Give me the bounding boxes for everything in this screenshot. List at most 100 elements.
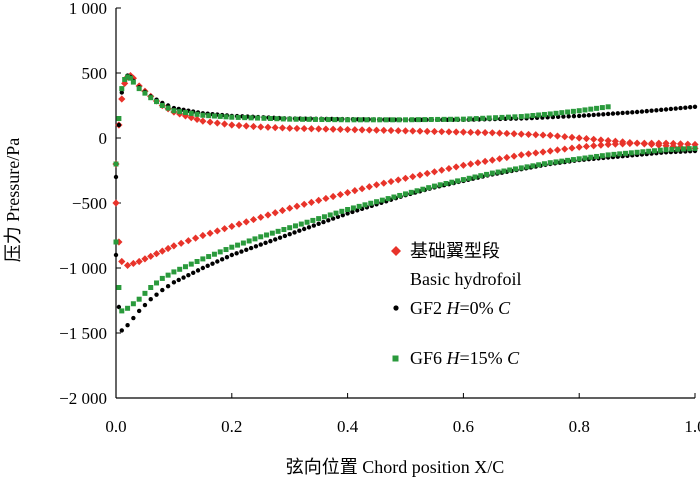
基础翼型段-upper-point xyxy=(561,133,569,141)
GF2-lower-point xyxy=(205,263,210,269)
GF2-upper-point xyxy=(639,109,645,114)
基础翼型段-upper-point xyxy=(358,126,366,134)
GF6-upper-point xyxy=(351,117,357,123)
基础翼型段-upper-point xyxy=(539,131,547,139)
GF2-upper-point xyxy=(581,113,587,118)
基础翼型段-lower-point xyxy=(495,155,504,163)
基础翼型段-lower-point xyxy=(286,204,294,212)
GF6-lower-point xyxy=(116,285,122,290)
GF6-upper-point xyxy=(582,107,588,113)
基础翼型段-lower-point xyxy=(192,234,200,242)
GF6-lower-point xyxy=(651,148,657,154)
基础翼型段-lower-point xyxy=(315,196,323,204)
GF6-lower-point xyxy=(657,147,663,153)
y-tick-label: 0 xyxy=(99,129,108,148)
GF6-upper-point xyxy=(280,116,286,122)
基础翼型段-lower-point xyxy=(474,159,482,167)
GF6-upper-point xyxy=(267,116,273,121)
基础翼型段-upper-point xyxy=(278,124,287,132)
GF6-lower-point xyxy=(431,183,437,189)
基础翼型段-lower-point xyxy=(409,173,417,181)
GF6-lower-point xyxy=(182,264,188,270)
GF6-lower-point xyxy=(472,174,478,180)
基础翼型段-lower-point xyxy=(228,222,236,230)
GF2-lower-point xyxy=(160,287,165,293)
GF6-upper-point xyxy=(448,116,454,122)
GF2-lower-point xyxy=(171,280,177,285)
GF6-upper-point xyxy=(415,117,421,123)
基础翼型段-lower-point xyxy=(235,220,243,228)
GF6-lower-point xyxy=(628,150,634,156)
legend-gf6-name: GF6 xyxy=(410,348,442,368)
GF2-lower-point xyxy=(301,226,307,232)
GF2-lower-point xyxy=(191,270,196,275)
GF6-lower-point xyxy=(362,202,368,208)
GF6-lower-point xyxy=(414,188,420,194)
基础翼型段-upper-point xyxy=(495,129,504,137)
GF2-upper-point xyxy=(601,112,606,117)
GF6-upper-point xyxy=(605,104,611,110)
GF6-upper-point xyxy=(377,117,383,123)
GF6-lower-point xyxy=(304,219,310,225)
基础翼型段-lower-point xyxy=(481,157,489,165)
GF6-lower-point xyxy=(495,169,501,175)
基础翼型段-lower-point xyxy=(430,168,439,176)
GF6-lower-point xyxy=(281,227,287,233)
GF2-lower-point xyxy=(219,257,225,262)
GF2-lower-point xyxy=(282,233,288,239)
GF6-lower-point xyxy=(188,261,194,267)
legend-gf2-c: C xyxy=(498,298,511,318)
GF2-lower-point xyxy=(277,235,283,240)
基础翼型段-upper-point xyxy=(430,127,439,136)
GF2-lower-point xyxy=(330,216,336,221)
基础翼型段-lower-point xyxy=(329,192,337,201)
GF6-lower-point xyxy=(391,194,397,200)
GF6-upper-point xyxy=(229,114,235,120)
GF2-lower-point xyxy=(335,214,341,220)
GF2-lower-point xyxy=(186,272,191,278)
GF6-lower-point xyxy=(200,256,206,262)
GF6-lower-point xyxy=(460,177,466,183)
GF2-upper-point xyxy=(610,111,616,116)
GF6-lower-point xyxy=(582,155,588,161)
基础翼型段-upper-point xyxy=(344,125,352,134)
GF6-upper-point xyxy=(559,110,565,116)
GF2-upper-point xyxy=(625,110,630,115)
GF6-lower-point xyxy=(154,280,160,286)
基础翼型段-upper-point xyxy=(380,126,388,134)
GF2-lower-point xyxy=(224,254,230,260)
GF6-upper-point xyxy=(116,116,122,121)
GF2-upper-point xyxy=(692,104,698,110)
GF2-upper-point xyxy=(605,111,611,117)
GF6-upper-point xyxy=(119,86,125,92)
GF2-upper-point xyxy=(620,110,625,116)
GF2-lower-point xyxy=(297,228,302,233)
基础翼型段-lower-point xyxy=(633,139,641,147)
GF2-upper-point xyxy=(683,105,688,110)
GF2-upper-point xyxy=(596,112,601,117)
GF6-upper-point xyxy=(428,117,434,123)
基础翼型段-upper-point xyxy=(293,124,301,133)
GF6-upper-point xyxy=(261,115,267,121)
GF6-upper-point xyxy=(565,109,571,115)
GF6-upper-point xyxy=(576,108,582,114)
GF6-lower-point xyxy=(159,275,165,281)
GF6-lower-point xyxy=(634,149,640,155)
legend-marker-gf2 xyxy=(393,305,399,311)
基础翼型段-lower-point xyxy=(220,225,229,233)
基础翼型段-lower-point xyxy=(416,171,424,179)
GF6-upper-point xyxy=(467,116,473,122)
GF2-lower-point xyxy=(154,292,159,297)
GF2-lower-point xyxy=(350,209,355,215)
GF2-upper-point xyxy=(678,105,683,111)
基础翼型段-upper-point xyxy=(315,125,323,133)
基础翼型段-lower-point xyxy=(123,261,132,269)
GF2-lower-point xyxy=(234,251,239,256)
基础翼型段-lower-point xyxy=(401,174,410,182)
基础翼型段-lower-point xyxy=(387,177,395,186)
基础翼型段-upper-point xyxy=(271,124,279,132)
GF6-lower-point xyxy=(292,223,298,229)
GF2-upper-point xyxy=(119,90,124,95)
基础翼型段-lower-point xyxy=(684,140,692,148)
GF6-upper-point xyxy=(473,116,479,122)
